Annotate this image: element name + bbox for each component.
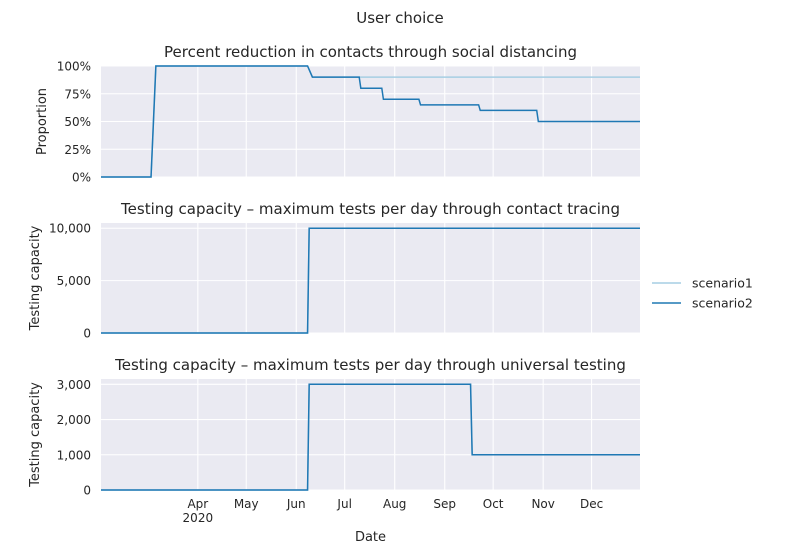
legend-item-scenario1: scenario1	[652, 276, 753, 291]
x-tick-label: Oct	[483, 497, 504, 511]
chart-panel-1: 0% 25% 50% 75% 100% Percent reduction in cont…	[35, 43, 640, 185]
x-axis-label: Date	[355, 530, 386, 545]
figure-suptitle: User choice	[356, 9, 444, 27]
x-tick-label: Jun	[286, 497, 306, 511]
y-tick-label: 25%	[64, 143, 91, 157]
y-tick-label: 0%	[72, 171, 91, 185]
panel-title: Percent reduction in contacts through so…	[164, 43, 577, 61]
chart-panel-3: 0 1,000 2,000 3,000 Testing capacity – maxim…	[28, 356, 640, 545]
plot-area	[101, 379, 640, 490]
y-tick-label: 5,000	[57, 274, 91, 288]
x-tick-label: Jul	[336, 497, 351, 511]
x-tick-label: Dec	[580, 497, 603, 511]
y-tick-label: 1,000	[57, 448, 91, 462]
x-tick-label: Sep	[433, 497, 456, 511]
panel-title: Testing capacity – maximum tests per day…	[114, 356, 626, 374]
y-tick-label: 100%	[57, 60, 91, 74]
chart-panel-2: 0 5,000 10,000 Testing capacity – maximum t…	[28, 200, 640, 341]
x-tick-label: Nov	[531, 497, 554, 511]
y-tick-label: 0	[83, 484, 91, 498]
x-tick-label: Apr 2020	[183, 497, 214, 525]
y-axis-label: Proportion	[35, 88, 50, 155]
y-axis-label: Testing capacity	[28, 225, 43, 331]
series-line-scenario2	[101, 65, 640, 178]
y-tick-label: 0	[83, 327, 91, 341]
legend-item-scenario2: scenario2	[652, 296, 753, 311]
y-tick-label: 75%	[64, 87, 91, 101]
y-axis-label: Testing capacity	[28, 382, 43, 488]
y-tick-label: 2,000	[57, 413, 91, 427]
x-tick-label: Aug	[383, 497, 406, 511]
x-tick-label: May	[234, 497, 259, 511]
y-tick-label: 10,000	[49, 222, 91, 236]
legend-label: scenario1	[692, 276, 753, 291]
legend-label: scenario2	[692, 296, 753, 311]
series-line-scenario2	[101, 383, 640, 491]
legend: scenario1 scenario2	[652, 276, 753, 311]
panel-title: Testing capacity – maximum tests per day…	[120, 200, 620, 218]
series-line-scenario2	[101, 227, 640, 334]
plot-area	[101, 223, 640, 333]
y-tick-label: 3,000	[57, 378, 91, 392]
y-tick-label: 50%	[64, 115, 91, 129]
chart-panels: 0% 25% 50% 75% 100% Percent reduction in cont…	[28, 43, 640, 545]
